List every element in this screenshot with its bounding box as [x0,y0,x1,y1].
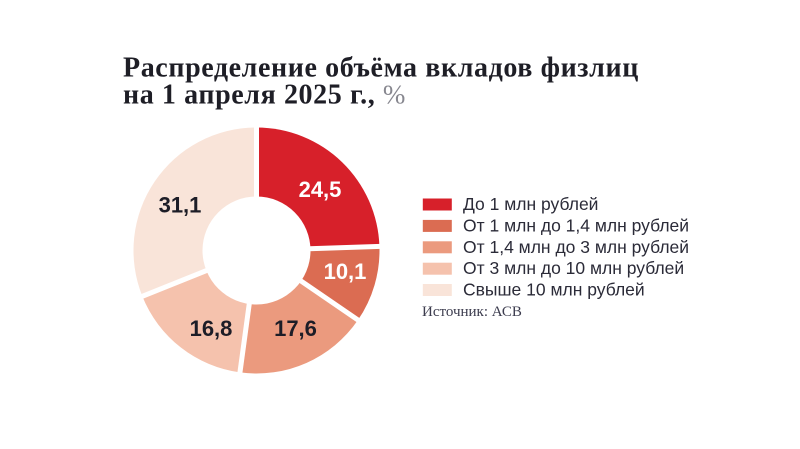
svg-text:16,8: 16,8 [190,316,233,341]
svg-text:От 1,4 млн до 3 млн рублей: От 1,4 млн до 3 млн рублей [463,237,689,257]
svg-text:От 1 млн до 1,4 млн рублей: От 1 млн до 1,4 млн рублей [463,215,689,235]
svg-text:До 1 млн рублей: До 1 млн рублей [463,194,598,214]
svg-text:Источник: АСВ: Источник: АСВ [422,304,522,320]
svg-text:Свыше 10 млн рублей: Свыше 10 млн рублей [463,280,645,300]
svg-text:Распределение объёма вкладов ф: Распределение объёма вкладов физлиц [123,53,639,84]
svg-text:на 1 апреля 2025 г., %: на 1 апреля 2025 г., % [123,80,406,111]
svg-text:10,1: 10,1 [324,259,367,284]
svg-text:31,1: 31,1 [159,193,202,218]
svg-text:17,6: 17,6 [274,316,317,341]
svg-text:24,5: 24,5 [299,177,342,202]
svg-text:От 3 млн до 10 млн рублей: От 3 млн до 10 млн рублей [463,258,684,278]
